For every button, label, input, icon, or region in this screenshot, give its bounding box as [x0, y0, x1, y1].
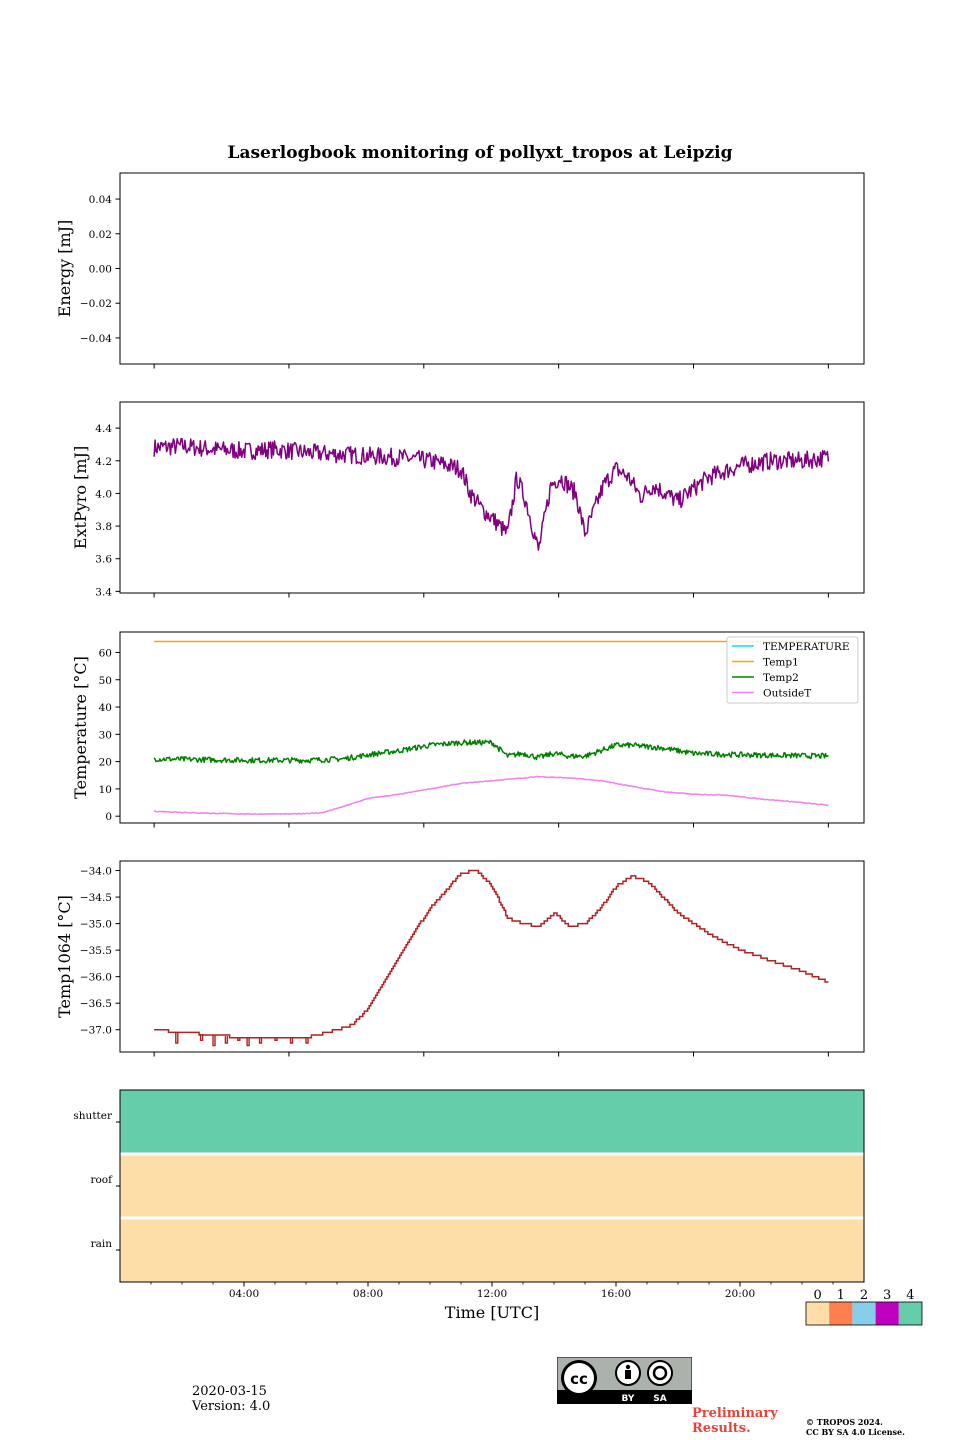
y-tick-label: −34.0	[80, 866, 112, 878]
axes-frame	[119, 631, 865, 824]
y-tick-label: 4.0	[95, 488, 112, 500]
axes-frame	[119, 172, 865, 365]
colorbar-tick-label: 2	[860, 1288, 868, 1303]
legend-label: OutsideT	[763, 688, 811, 700]
axes-frame	[119, 401, 865, 594]
copyright-note: © TROPOS 2024. CC BY SA 4.0 License.	[806, 1417, 905, 1437]
y-axis-label: Energy [mJ]	[55, 220, 74, 318]
y-tick-label: −35.5	[80, 945, 112, 957]
y-tick-label: −36.0	[80, 972, 112, 984]
panel-temp1064: −34.0 −34.5 −35.0 −35.5 −36.0 −36.5 −37.0 Temp1…	[55, 860, 865, 1057]
legend-label: Temp2	[763, 672, 799, 684]
y-tick-label: −0.04	[80, 333, 112, 345]
series-temp1064-drops	[237, 1037, 241, 1041]
legend-box	[726, 636, 859, 704]
series-temp1064	[154, 869, 829, 1039]
series-extpyro	[153, 437, 830, 551]
series-outsidet	[153, 775, 829, 816]
y-tick-label: 3.4	[95, 586, 112, 598]
y-axis-label: Temperature [°C]	[71, 656, 90, 799]
version-label: Version: 4.0	[192, 1399, 271, 1414]
y-tick-label: 10	[99, 784, 112, 796]
colorbar-swatch-1	[829, 1302, 853, 1325]
y-tick-label: −34.5	[80, 892, 112, 904]
y-tick-label: 0.00	[89, 264, 112, 276]
y-tick-label: 60	[99, 647, 112, 659]
flag-row-shutter	[120, 1090, 864, 1154]
preliminary-line-2: Results.	[692, 1421, 751, 1436]
figure-title: Laserlogbook monitoring of pollyxt_tropo…	[227, 143, 732, 163]
x-tick-label: 08:00	[353, 1288, 383, 1300]
panel-temperature: 60 50 40 30 20 10 0 Temperature [°C] TEMPERATURE…	[71, 631, 865, 828]
preliminary-note: Preliminary Results.	[692, 1406, 778, 1436]
sa-icon	[647, 1360, 673, 1386]
panel-flags: shutter roof rain 04:00 08:00 12:00 16:00 20:00…	[73, 1089, 923, 1326]
y-tick-label: 4.4	[95, 423, 112, 435]
y-tick-label: 0	[105, 811, 112, 823]
x-tick-label: 20:00	[725, 1288, 755, 1300]
series-temp1064-drops	[274, 1037, 278, 1041]
y-tick-label: 4.2	[95, 456, 112, 468]
panel-extpyro: 4.4 4.2 4.0 3.8 3.6 3.4 ExtPyro [mJ]	[71, 401, 865, 598]
colorbar-tick-label: 1	[837, 1288, 845, 1303]
y-tick-label: 50	[99, 675, 112, 687]
y-tick-label: −35.0	[80, 919, 112, 931]
series-temp1064-drops	[224, 1036, 229, 1044]
y-tick-label: 3.6	[95, 554, 112, 566]
x-axis-label: Time [UTC]	[445, 1303, 539, 1322]
colorbar-tick-label: 3	[883, 1288, 891, 1303]
colorbar-frame	[805, 1301, 923, 1326]
copyright-line-1: © TROPOS 2024.	[806, 1417, 883, 1427]
cc-by-sa-logo: cc BY SA	[557, 1357, 692, 1404]
series-temp1064-drops	[258, 1037, 263, 1044]
flag-row-label: roof	[90, 1174, 113, 1186]
colorbar-tick-label: 4	[906, 1288, 914, 1303]
series-temp1064-drops	[246, 1037, 250, 1047]
y-tick-label: 30	[99, 729, 112, 741]
date-version: 2020-03-15 Version: 4.0	[192, 1384, 270, 1414]
y-tick-label: −37.0	[80, 1025, 112, 1037]
by-label: BY	[622, 1394, 635, 1404]
flag-row-roof	[120, 1154, 864, 1218]
x-tick-label: 16:00	[601, 1288, 631, 1300]
x-tick-label: 12:00	[477, 1288, 507, 1300]
svg-text:cc: cc	[570, 1370, 588, 1388]
flag-row-label: rain	[91, 1238, 113, 1250]
series-temp1064-drops	[289, 1037, 294, 1044]
preliminary-line-1: Preliminary	[692, 1406, 778, 1421]
colorbar-swatch-4	[898, 1302, 922, 1325]
series-temp2	[153, 739, 829, 764]
y-tick-label: −0.02	[80, 298, 112, 310]
series-temp1064-drops	[305, 1037, 309, 1044]
legend-label: TEMPERATURE	[763, 641, 850, 653]
sa-label: SA	[653, 1394, 666, 1404]
series-temp1064-drops	[212, 1035, 216, 1047]
legend-label: Temp1	[763, 657, 799, 669]
colorbar-swatch-2	[852, 1302, 876, 1325]
y-tick-label: 0.04	[89, 194, 113, 206]
flag-row-label: shutter	[73, 1110, 113, 1122]
series-temp1064-drops	[175, 1031, 179, 1044]
date-label: 2020-03-15	[192, 1384, 267, 1399]
y-tick-label: 40	[99, 702, 112, 714]
y-tick-label: 0.02	[89, 229, 112, 241]
y-tick-label: −36.5	[80, 998, 112, 1010]
colorbar-tick-label: 0	[813, 1288, 821, 1303]
flag-row-rain	[120, 1218, 864, 1282]
y-axis-label: Temp1064 [°C]	[55, 895, 74, 1018]
colorbar-swatch-0	[806, 1302, 830, 1325]
y-tick-label: 3.8	[95, 521, 112, 533]
axes-frame	[119, 860, 865, 1053]
x-tick-label: 04:00	[229, 1288, 259, 1300]
colorbar-swatch-3	[875, 1302, 899, 1325]
y-tick-label: 20	[99, 757, 112, 769]
copyright-line-2: CC BY SA 4.0 License.	[806, 1427, 905, 1437]
y-axis-label: ExtPyro [mJ]	[71, 446, 90, 549]
panel-energy: 0.04 0.02 0.00 −0.02 −0.04 Energy [mJ]	[55, 172, 865, 369]
series-temp1064-drops	[199, 1034, 204, 1041]
